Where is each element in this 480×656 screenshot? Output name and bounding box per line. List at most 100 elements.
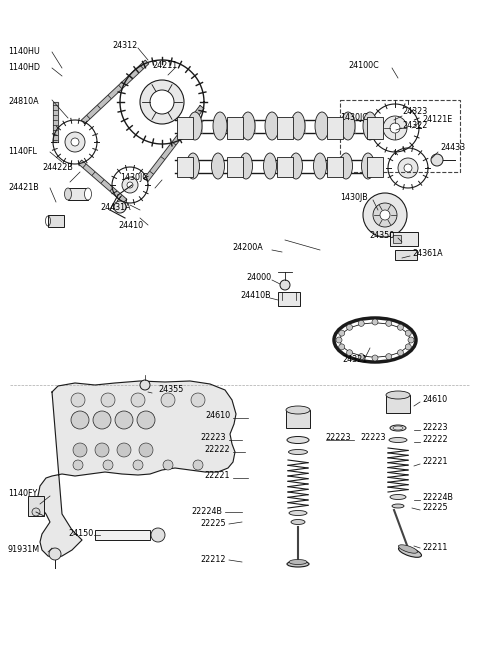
Circle shape	[363, 193, 407, 237]
Text: 24121E: 24121E	[422, 115, 452, 125]
Text: 22223: 22223	[201, 434, 226, 443]
Text: 22223: 22223	[360, 434, 385, 443]
Text: 22221: 22221	[422, 457, 447, 466]
Ellipse shape	[289, 560, 307, 565]
Circle shape	[127, 182, 133, 188]
Bar	[395, 250, 417, 260]
Ellipse shape	[389, 438, 407, 443]
Ellipse shape	[289, 510, 307, 516]
Ellipse shape	[313, 153, 326, 179]
Text: 24431A: 24431A	[100, 203, 131, 213]
Circle shape	[151, 528, 165, 542]
Polygon shape	[78, 160, 127, 203]
Circle shape	[386, 354, 392, 359]
Circle shape	[71, 393, 85, 407]
Circle shape	[397, 350, 404, 356]
Circle shape	[140, 80, 184, 124]
Ellipse shape	[392, 504, 404, 508]
Bar	[367, 157, 383, 177]
Text: 24323: 24323	[402, 108, 427, 117]
Text: 1140HD: 1140HD	[8, 64, 40, 73]
Text: 22223: 22223	[325, 434, 350, 443]
Circle shape	[122, 177, 138, 193]
Circle shape	[347, 350, 352, 356]
Circle shape	[398, 158, 418, 178]
Polygon shape	[81, 60, 149, 124]
Ellipse shape	[398, 544, 418, 553]
Polygon shape	[144, 106, 204, 182]
Circle shape	[32, 508, 40, 516]
Text: 24433: 24433	[440, 144, 465, 152]
Circle shape	[358, 354, 364, 359]
Ellipse shape	[390, 495, 406, 499]
Circle shape	[372, 319, 378, 325]
Ellipse shape	[64, 188, 72, 200]
Text: 24100C: 24100C	[348, 60, 379, 70]
Circle shape	[103, 460, 113, 470]
Text: 24322: 24322	[402, 121, 427, 131]
Ellipse shape	[265, 112, 279, 140]
Ellipse shape	[212, 153, 225, 179]
Ellipse shape	[289, 153, 302, 179]
Ellipse shape	[286, 406, 310, 414]
Bar	[393, 235, 401, 243]
Circle shape	[65, 132, 85, 152]
Circle shape	[280, 280, 290, 290]
Circle shape	[336, 337, 342, 343]
Circle shape	[93, 411, 111, 429]
Ellipse shape	[386, 391, 410, 399]
Bar	[28, 496, 44, 516]
Text: 1140HU: 1140HU	[8, 47, 40, 56]
Ellipse shape	[315, 112, 329, 140]
Text: 24355: 24355	[158, 386, 183, 394]
Text: 24000: 24000	[246, 274, 271, 283]
Bar	[327, 117, 343, 139]
Bar	[367, 117, 383, 139]
Ellipse shape	[84, 188, 92, 200]
Text: 22225: 22225	[422, 504, 448, 512]
Circle shape	[161, 393, 175, 407]
Circle shape	[117, 443, 131, 457]
Circle shape	[73, 460, 83, 470]
Bar	[278, 292, 300, 306]
Text: 22224B: 22224B	[191, 508, 222, 516]
Circle shape	[347, 324, 352, 330]
Bar	[390, 232, 418, 246]
Text: 91931M: 91931M	[8, 546, 40, 554]
Ellipse shape	[363, 112, 377, 140]
Ellipse shape	[241, 112, 255, 140]
Text: 22222: 22222	[422, 436, 448, 445]
Text: 1430JB: 1430JB	[340, 194, 368, 203]
Bar	[327, 157, 343, 177]
Circle shape	[408, 337, 414, 343]
Bar	[227, 157, 243, 177]
Text: 24150: 24150	[68, 529, 93, 539]
Text: 24211: 24211	[152, 60, 177, 70]
Circle shape	[163, 460, 173, 470]
Text: 22212: 22212	[201, 556, 226, 565]
Text: 24421B: 24421B	[8, 184, 39, 192]
Text: 24200A: 24200A	[232, 243, 263, 253]
Circle shape	[193, 460, 203, 470]
Text: 22223: 22223	[422, 424, 447, 432]
Circle shape	[49, 548, 61, 560]
Circle shape	[373, 203, 397, 227]
Ellipse shape	[288, 449, 308, 455]
Ellipse shape	[291, 520, 305, 525]
Bar	[277, 117, 293, 139]
Circle shape	[372, 355, 378, 361]
Circle shape	[95, 443, 109, 457]
Bar	[340, 100, 460, 172]
Text: 24610: 24610	[422, 396, 447, 405]
Polygon shape	[38, 381, 236, 558]
Text: 24422B: 24422B	[42, 163, 73, 173]
Circle shape	[339, 344, 345, 350]
Bar	[177, 157, 193, 177]
Circle shape	[386, 320, 392, 327]
Text: 22211: 22211	[422, 544, 447, 552]
Circle shape	[140, 380, 150, 390]
Text: 22225: 22225	[200, 520, 226, 529]
Text: 22221: 22221	[204, 472, 230, 480]
Text: 22222: 22222	[204, 445, 230, 455]
Circle shape	[191, 393, 205, 407]
